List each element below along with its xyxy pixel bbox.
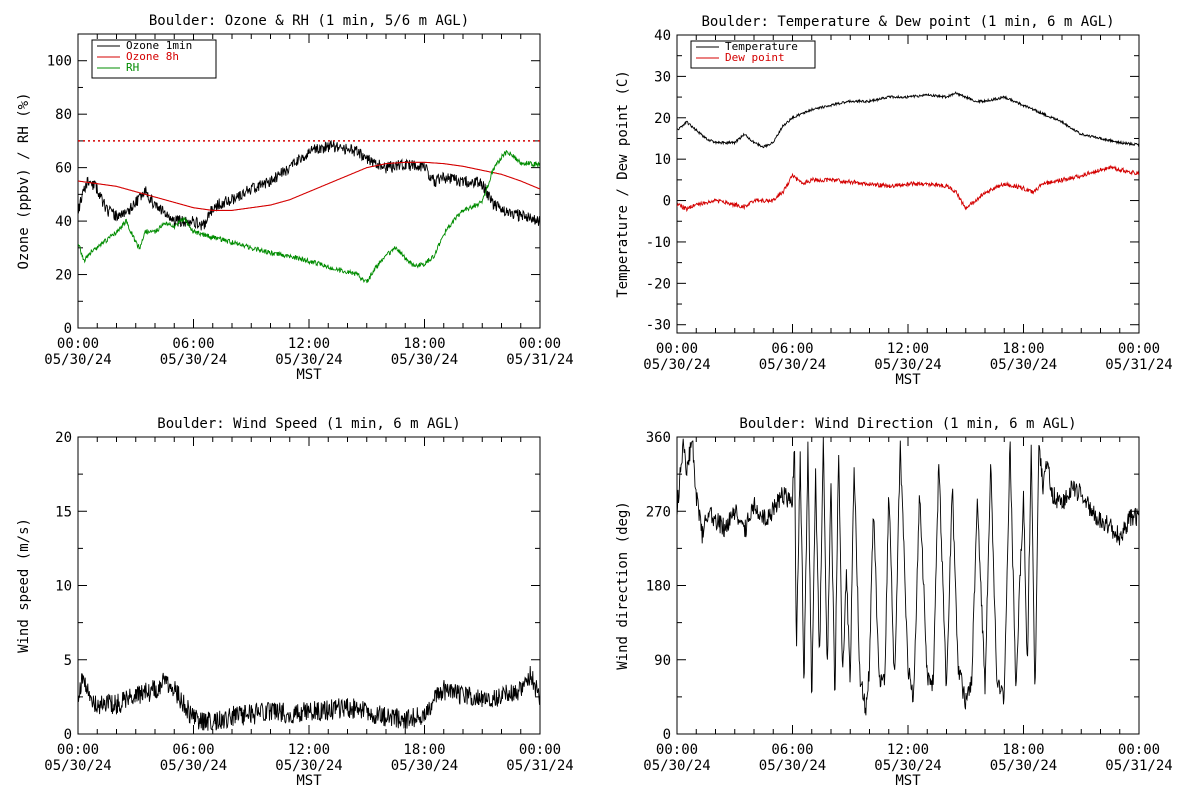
chart-title: Boulder: Wind Speed (1 min, 6 m AGL) — [157, 416, 460, 432]
plot-frame — [676, 436, 1140, 735]
x-tick-label-time: 00:00 — [57, 336, 99, 352]
x-axis-label: MST — [895, 773, 921, 789]
chart-title: Boulder: Temperature & Dew point (1 min,… — [701, 14, 1114, 30]
x-tick-label-time: 12:00 — [288, 336, 330, 352]
x-tick-label-date: 05/30/24 — [391, 758, 458, 774]
x-tick-label-date: 05/31/24 — [1105, 357, 1172, 373]
x-tick-label-date: 05/31/24 — [1105, 758, 1172, 774]
x-tick-label-date: 05/30/24 — [874, 357, 941, 373]
x-axis-label: MST — [895, 372, 921, 388]
x-tick-label-date: 05/30/24 — [643, 357, 710, 373]
legend-entry: Ozone 1min — [126, 39, 192, 52]
x-tick-label-time: 00:00 — [656, 341, 698, 357]
legend-entry: Ozone 8h — [126, 50, 179, 63]
x-tick-label-date: 05/30/24 — [643, 758, 710, 774]
y-tick-label: 100 — [47, 54, 72, 70]
x-tick-label-date: 05/30/24 — [160, 352, 227, 368]
x-tick-label-date: 05/30/24 — [44, 352, 111, 368]
x-tick-label-date: 05/30/24 — [160, 758, 227, 774]
y-tick-label: 90 — [654, 653, 671, 669]
y-tick-label: -20 — [646, 276, 671, 292]
x-tick-label-date: 05/31/24 — [506, 758, 573, 774]
legend-entry: RH — [126, 61, 139, 74]
y-tick-label: 0 — [64, 321, 72, 337]
x-tick-label-date: 05/30/24 — [990, 357, 1057, 373]
x-tick-label-time: 00:00 — [519, 336, 561, 352]
y-tick-label: 180 — [646, 579, 671, 595]
y-tick-label: 10 — [55, 579, 72, 595]
x-tick-label-time: 00:00 — [656, 742, 698, 758]
y-tick-label: 0 — [663, 194, 671, 210]
x-tick-label-date: 05/30/24 — [759, 357, 826, 373]
plot-frame — [77, 436, 541, 735]
chart-title: Boulder: Wind Direction (1 min, 6 m AGL) — [739, 416, 1076, 432]
y-tick-label: 20 — [55, 268, 72, 284]
x-tick-label-time: 18:00 — [1002, 341, 1044, 357]
legend-box — [690, 40, 816, 69]
chart-title: Boulder: Ozone & RH (1 min, 5/6 m AGL) — [149, 13, 469, 29]
x-tick-label-date: 05/30/24 — [391, 352, 458, 368]
x-tick-label-time: 06:00 — [771, 341, 813, 357]
y-tick-label: 40 — [654, 28, 671, 44]
y-tick-label: -30 — [646, 318, 671, 334]
y-tick-label: 360 — [646, 430, 671, 446]
y-tick-label: 5 — [64, 653, 72, 669]
y-tick-label: 20 — [654, 111, 671, 127]
y-tick-label: 0 — [663, 727, 671, 743]
legend-entry: Dew point — [725, 51, 785, 64]
y-tick-label: 15 — [55, 504, 72, 520]
y-axis-label: Wind speed (m/s) — [16, 518, 32, 653]
x-axis-label: MST — [296, 773, 322, 789]
y-axis-label: Temperature / Dew point (C) — [615, 70, 631, 298]
chart-temperature-dewpoint: Boulder: Temperature & Dew point (1 min,… — [615, 14, 1173, 388]
x-tick-label-time: 00:00 — [1118, 742, 1160, 758]
x-tick-label-date: 05/31/24 — [506, 352, 573, 368]
x-tick-label-time: 12:00 — [288, 742, 330, 758]
x-tick-label-date: 05/30/24 — [990, 758, 1057, 774]
legend-entry: Temperature — [725, 40, 798, 53]
x-tick-label-date: 05/30/24 — [759, 758, 826, 774]
y-tick-label: 270 — [646, 504, 671, 520]
y-tick-label: 40 — [55, 214, 72, 230]
y-tick-label: -10 — [646, 235, 671, 251]
x-tick-label-time: 06:00 — [771, 742, 813, 758]
x-tick-label-time: 00:00 — [1118, 341, 1160, 357]
series-line-1 — [677, 437, 1139, 716]
y-tick-label: 10 — [654, 152, 671, 168]
x-tick-label-date: 05/30/24 — [275, 758, 342, 774]
series-line-3 — [78, 150, 540, 284]
x-tick-label-date: 05/30/24 — [874, 758, 941, 774]
y-tick-label: 60 — [55, 161, 72, 177]
x-tick-label-time: 00:00 — [519, 742, 561, 758]
y-axis-label: Ozone (ppbv) / RH (%) — [16, 92, 32, 269]
x-tick-label-time: 00:00 — [57, 742, 99, 758]
series-line-1 — [78, 139, 540, 231]
x-tick-label-date: 05/30/24 — [275, 352, 342, 368]
series-line-1 — [78, 665, 540, 731]
x-tick-label-time: 18:00 — [403, 336, 445, 352]
chart-wind-speed: Boulder: Wind Speed (1 min, 6 m AGL) 0 5 10… — [16, 416, 574, 789]
y-axis-label: Wind direction (deg) — [615, 501, 631, 670]
x-tick-label-time: 12:00 — [887, 742, 929, 758]
series-line-1 — [677, 91, 1139, 149]
y-tick-label: 30 — [654, 69, 671, 85]
x-tick-label-time: 18:00 — [403, 742, 445, 758]
chart-wind-direction: Boulder: Wind Direction (1 min, 6 m AGL)… — [615, 416, 1173, 789]
series-line-2 — [78, 161, 540, 211]
chart-ozone-rh: Boulder: Ozone & RH (1 min, 5/6 m AGL) 0 2… — [16, 13, 574, 383]
series-line-2 — [677, 164, 1139, 213]
x-tick-label-time: 06:00 — [172, 336, 214, 352]
x-tick-label-time: 12:00 — [887, 341, 929, 357]
x-tick-label-date: 05/30/24 — [44, 758, 111, 774]
x-tick-label-time: 06:00 — [172, 742, 214, 758]
y-tick-label: 80 — [55, 107, 72, 123]
x-tick-label-time: 18:00 — [1002, 742, 1044, 758]
x-axis-label: MST — [296, 367, 322, 383]
y-tick-label: 20 — [55, 430, 72, 446]
y-tick-label: 0 — [64, 727, 72, 743]
